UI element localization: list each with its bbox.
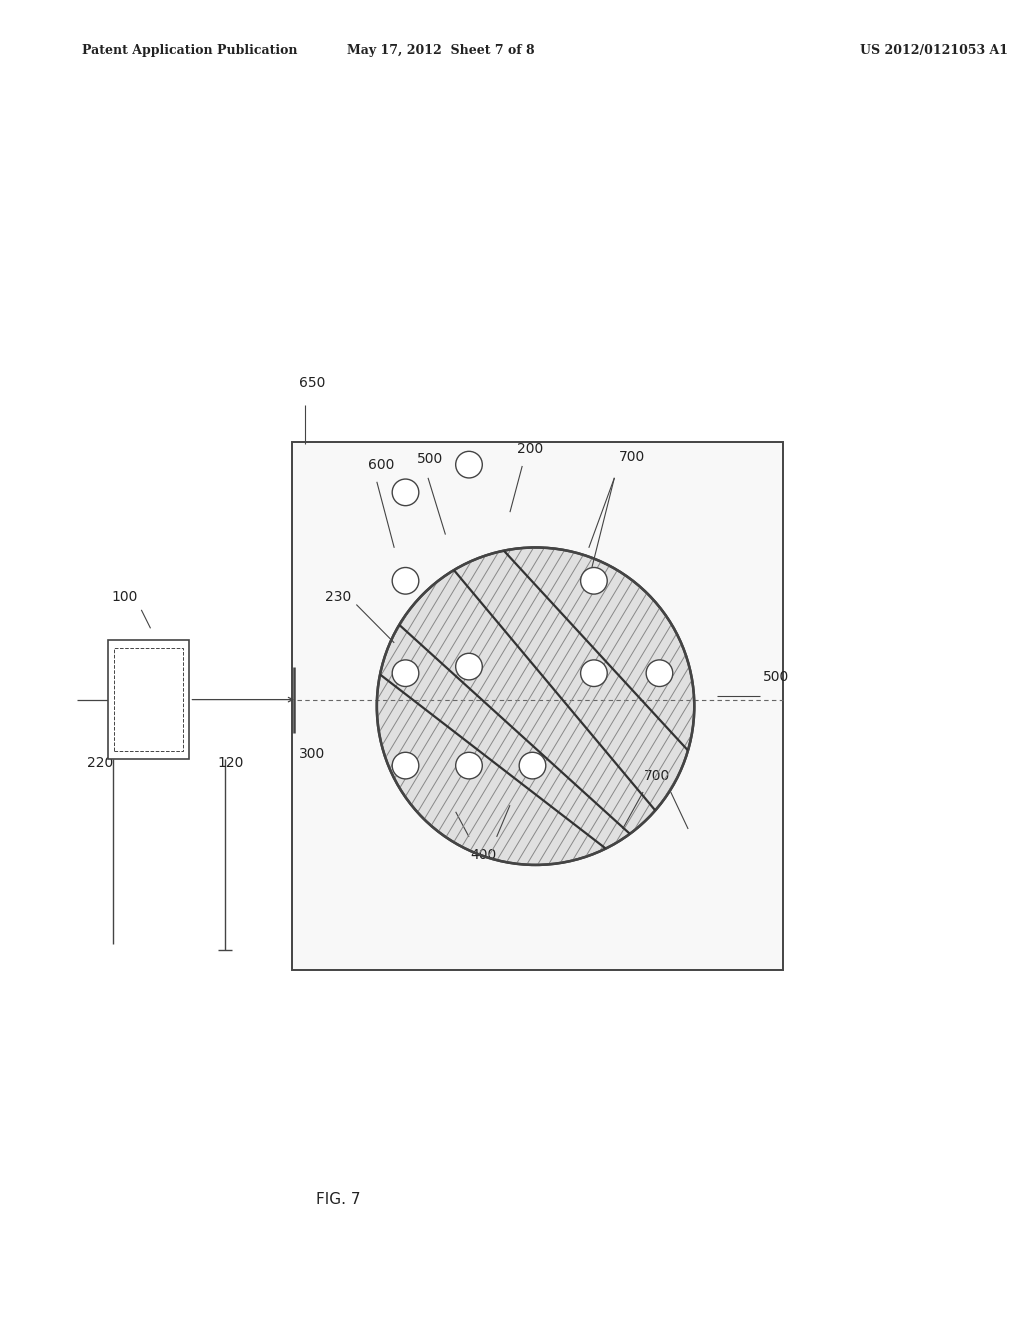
Text: 100: 100 bbox=[112, 590, 138, 603]
Text: 200: 200 bbox=[517, 442, 544, 455]
Text: FIG. 7: FIG. 7 bbox=[315, 1192, 360, 1206]
Ellipse shape bbox=[519, 752, 546, 779]
Text: 700: 700 bbox=[618, 450, 645, 463]
Text: 230: 230 bbox=[325, 590, 351, 603]
Text: 300: 300 bbox=[299, 747, 326, 760]
Text: 700: 700 bbox=[644, 770, 671, 783]
Bar bbox=[292, 442, 783, 970]
Ellipse shape bbox=[581, 660, 607, 686]
Ellipse shape bbox=[392, 568, 419, 594]
Text: 600: 600 bbox=[368, 458, 394, 471]
Text: 650: 650 bbox=[299, 376, 326, 389]
Ellipse shape bbox=[646, 660, 673, 686]
Text: 500: 500 bbox=[763, 671, 790, 684]
Text: 120: 120 bbox=[217, 756, 244, 770]
Text: May 17, 2012  Sheet 7 of 8: May 17, 2012 Sheet 7 of 8 bbox=[346, 44, 535, 57]
Ellipse shape bbox=[392, 479, 419, 506]
Text: 500: 500 bbox=[417, 453, 443, 466]
Ellipse shape bbox=[392, 660, 419, 686]
Bar bbox=[108, 640, 189, 759]
Bar bbox=[114, 648, 183, 751]
Text: US 2012/0121053 A1: US 2012/0121053 A1 bbox=[860, 44, 1009, 57]
Ellipse shape bbox=[456, 653, 482, 680]
Ellipse shape bbox=[456, 752, 482, 779]
Ellipse shape bbox=[377, 548, 694, 865]
Text: Patent Application Publication: Patent Application Publication bbox=[82, 44, 297, 57]
Text: 400: 400 bbox=[470, 849, 497, 862]
Text: 220: 220 bbox=[87, 756, 114, 770]
Ellipse shape bbox=[456, 451, 482, 478]
Ellipse shape bbox=[392, 752, 419, 779]
Ellipse shape bbox=[581, 568, 607, 594]
